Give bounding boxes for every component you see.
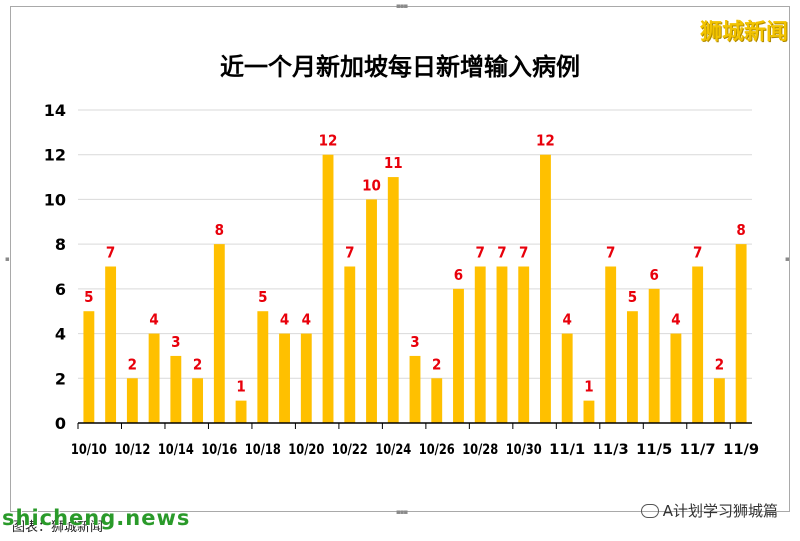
- y-tick-label: 6: [55, 280, 66, 299]
- x-tick-label: 10/14: [158, 442, 194, 458]
- y-tick-label: 14: [44, 101, 66, 120]
- wechat-account-tag: A计划学习狮城篇: [640, 500, 778, 521]
- bar: [670, 333, 682, 423]
- data-label: 2: [715, 355, 724, 373]
- x-tick-label: 10/16: [201, 442, 237, 458]
- y-tick-label: 2: [55, 369, 66, 388]
- bar: [453, 288, 464, 423]
- bar: [648, 288, 660, 423]
- data-label: 8: [736, 221, 745, 239]
- data-label: 3: [171, 333, 180, 351]
- site-watermark: shicheng.news: [2, 506, 191, 530]
- x-tick-label: 11/5: [636, 442, 672, 458]
- wechat-icon: [640, 503, 659, 518]
- bar: [496, 266, 508, 423]
- data-label: 7: [497, 244, 506, 262]
- bar: [409, 355, 421, 423]
- bar: [322, 154, 334, 423]
- x-tick-label: 10/10: [71, 442, 107, 458]
- bar: [583, 400, 595, 423]
- y-tick-label: 8: [55, 235, 66, 254]
- data-label: 12: [319, 132, 338, 150]
- data-label: 12: [536, 132, 555, 150]
- bar: [387, 177, 399, 423]
- x-tick-label: 11/1: [549, 442, 585, 458]
- bar: [83, 311, 95, 423]
- data-label: 1: [236, 378, 245, 396]
- bar: [474, 266, 486, 423]
- bar: [170, 355, 182, 423]
- resize-handle-bottom[interactable]: ▪▪▪: [396, 508, 408, 516]
- data-label: 7: [345, 244, 354, 262]
- x-tick-label: 10/22: [332, 442, 368, 458]
- data-label: 11: [384, 154, 403, 172]
- data-label: 7: [693, 244, 702, 262]
- bar: [148, 333, 160, 423]
- data-label: 3: [410, 333, 419, 351]
- wechat-account-name: A计划学习狮城篇: [662, 502, 778, 520]
- data-label: 6: [454, 266, 463, 284]
- bar: [735, 244, 747, 423]
- data-label: 5: [84, 288, 93, 306]
- y-tick-label: 12: [44, 146, 66, 165]
- data-label: 2: [128, 355, 137, 373]
- data-label: 4: [671, 311, 680, 329]
- bar: [344, 266, 356, 423]
- chart-title: 近一个月新加坡每日新增输入病例: [220, 53, 580, 81]
- bar: [126, 378, 138, 423]
- bar: [279, 333, 290, 423]
- bar: [235, 400, 247, 423]
- bar: [192, 378, 204, 423]
- data-label: 4: [149, 311, 158, 329]
- data-label: 4: [562, 311, 571, 329]
- chart-frame: ▪▪▪ ▪▪▪ ▪ ▪: [5, 2, 790, 516]
- x-tick-label: 10/30: [506, 442, 542, 458]
- source-caption: 图表：狮城新闻: [12, 520, 104, 535]
- data-label: 4: [302, 311, 311, 329]
- resize-handle-left[interactable]: ▪: [5, 255, 10, 263]
- x-tick-label: 11/7: [680, 442, 716, 458]
- x-tick-label: 11/3: [593, 442, 629, 458]
- data-label: 8: [215, 221, 224, 239]
- data-label: 10: [362, 176, 381, 194]
- bar: [692, 266, 704, 423]
- resize-handle-right[interactable]: ▪: [785, 255, 790, 263]
- data-label: 2: [193, 355, 202, 373]
- data-label: 1: [584, 378, 593, 396]
- data-label: 4: [280, 311, 289, 329]
- data-label: 7: [476, 244, 485, 262]
- data-label: 7: [519, 244, 528, 262]
- bar: [257, 311, 269, 423]
- data-label: 2: [432, 355, 441, 373]
- x-tick-label: 10/12: [114, 442, 150, 458]
- data-label: 5: [258, 288, 267, 306]
- bar: [431, 378, 443, 423]
- data-label: 7: [106, 244, 115, 262]
- data-label: 6: [649, 266, 658, 284]
- x-tick-label: 10/18: [245, 442, 281, 458]
- bar: [300, 333, 312, 423]
- x-tick-label: 10/26: [419, 442, 455, 458]
- bar: [366, 199, 377, 423]
- bar: [105, 266, 117, 423]
- bar: [213, 244, 225, 423]
- bar: [626, 311, 638, 423]
- x-tick-label: 10/24: [375, 442, 411, 458]
- bar: [561, 333, 573, 423]
- y-tick-label: 4: [55, 325, 66, 344]
- brand-logo: 狮城新闻: [699, 20, 788, 45]
- x-tick-label: 11/9: [723, 442, 759, 458]
- resize-handle-top[interactable]: ▪▪▪: [396, 2, 408, 10]
- x-tick-label: 10/28: [462, 442, 498, 458]
- x-tick-label: 10/20: [288, 442, 324, 458]
- data-label: 7: [606, 244, 615, 262]
- bar: [713, 378, 725, 423]
- bar: [540, 154, 551, 423]
- bar: [518, 266, 530, 423]
- y-tick-label: 0: [55, 414, 66, 433]
- bar: [605, 266, 617, 423]
- data-label: 5: [628, 288, 637, 306]
- y-tick-label: 10: [44, 190, 66, 209]
